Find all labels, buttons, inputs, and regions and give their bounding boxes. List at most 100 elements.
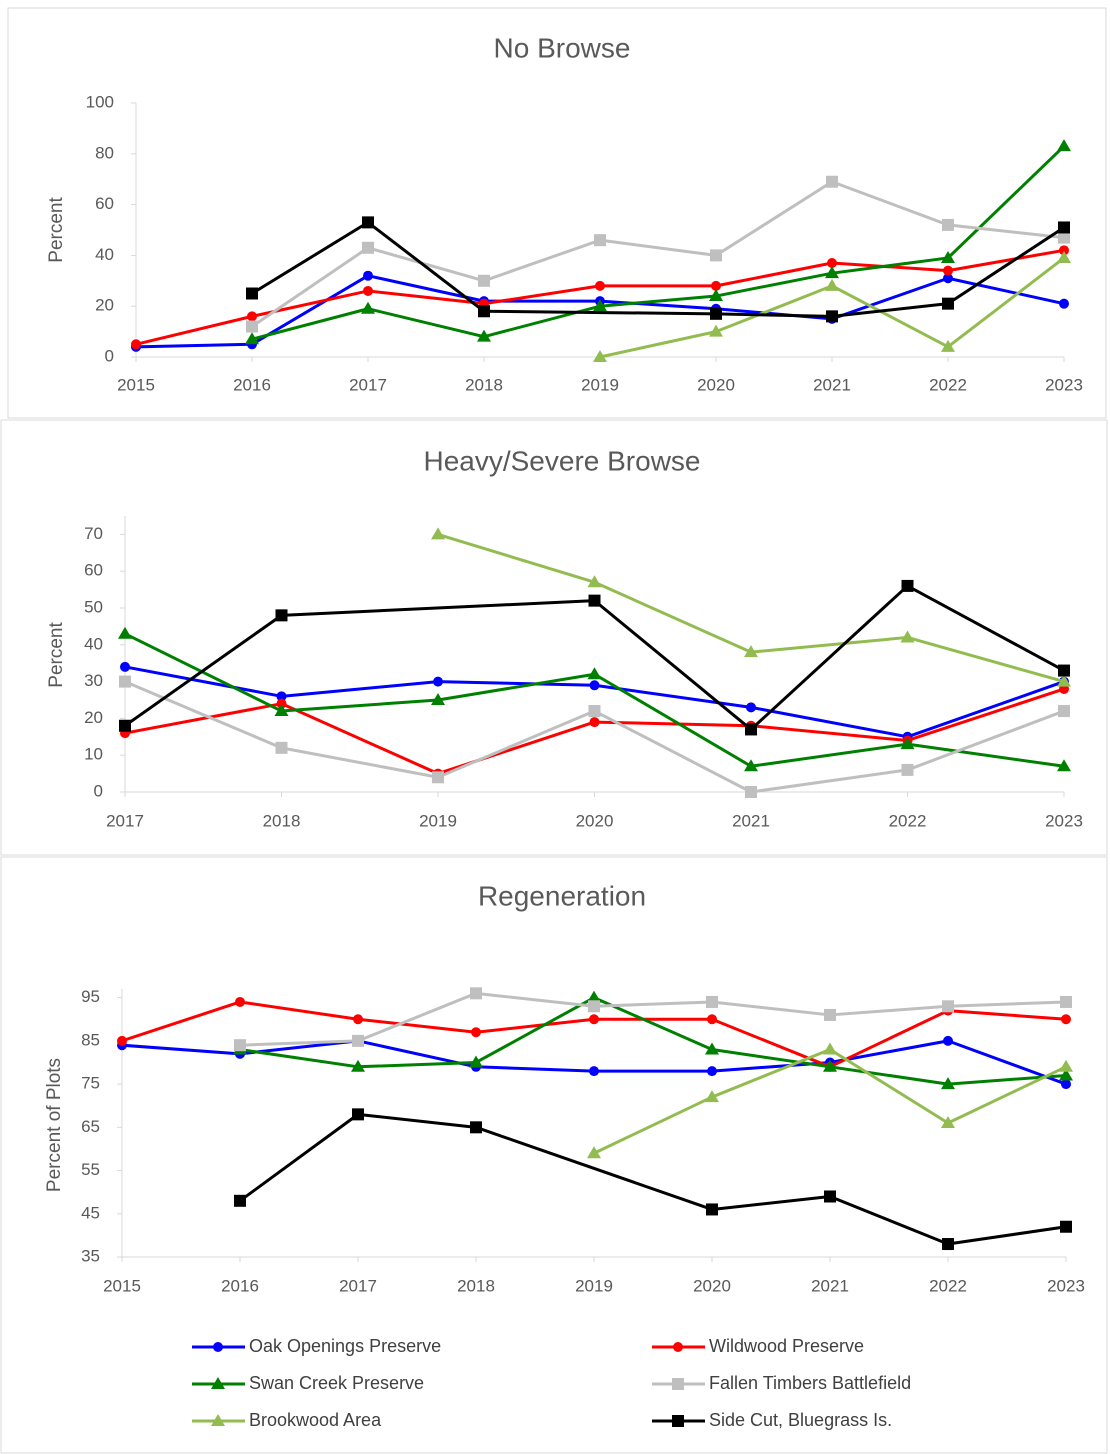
marker xyxy=(471,1027,481,1038)
panel xyxy=(0,419,1108,856)
x-tick-label: 2018 xyxy=(263,811,301,830)
marker xyxy=(745,723,757,736)
y-tick-label: 60 xyxy=(84,561,103,580)
marker xyxy=(431,693,445,705)
y-tick-label: 20 xyxy=(95,296,114,315)
marker xyxy=(469,1055,483,1068)
marker xyxy=(363,285,373,296)
marker xyxy=(1058,664,1070,677)
marker xyxy=(353,1014,363,1025)
marker xyxy=(1060,995,1072,1008)
marker xyxy=(351,1059,365,1072)
marker xyxy=(587,667,602,680)
y-tick-label: 45 xyxy=(81,1203,100,1222)
marker xyxy=(672,1378,684,1390)
marker xyxy=(587,575,602,588)
chart-title: Heavy/Severe Browse xyxy=(423,445,700,476)
marker xyxy=(705,1042,719,1055)
marker xyxy=(589,1066,599,1077)
legend-label: Fallen Timbers Battlefield xyxy=(709,1373,911,1393)
marker xyxy=(589,717,600,728)
series-line xyxy=(239,991,1067,1047)
marker xyxy=(710,307,722,320)
x-tick-label: 2023 xyxy=(1047,1276,1085,1295)
y-axis-label: Percent of Plots xyxy=(44,1058,65,1192)
marker xyxy=(672,1415,684,1427)
marker xyxy=(1058,221,1070,234)
marker xyxy=(589,680,600,691)
marker xyxy=(744,759,758,772)
marker xyxy=(235,996,245,1007)
marker xyxy=(589,1014,599,1025)
chart-title: No Browse xyxy=(494,32,631,63)
marker xyxy=(710,249,722,262)
marker xyxy=(1057,250,1071,263)
series-line xyxy=(239,996,1067,1086)
x-tick-label: 2016 xyxy=(233,375,271,394)
x-tick-label: 2022 xyxy=(929,1276,967,1295)
marker xyxy=(352,1108,364,1121)
marker xyxy=(941,1116,955,1128)
marker xyxy=(1061,1014,1071,1025)
x-tick-label: 2019 xyxy=(419,811,457,830)
x-tick-label: 2017 xyxy=(339,1276,377,1295)
marker xyxy=(470,987,482,1000)
y-tick-label: 85 xyxy=(81,1030,100,1049)
marker xyxy=(900,630,915,643)
marker xyxy=(709,289,723,302)
x-tick-label: 2019 xyxy=(581,375,619,394)
x-tick-label: 2023 xyxy=(1045,375,1083,394)
y-tick-label: 0 xyxy=(94,781,103,800)
marker xyxy=(943,273,953,284)
x-tick-label: 2016 xyxy=(221,1276,259,1295)
y-tick-label: 80 xyxy=(95,143,114,162)
y-tick-label: 30 xyxy=(84,671,103,690)
marker xyxy=(943,1035,953,1046)
marker xyxy=(942,1238,954,1251)
marker xyxy=(673,1342,683,1352)
marker xyxy=(1059,1059,1073,1072)
marker xyxy=(1058,705,1070,718)
marker xyxy=(745,786,757,798)
marker xyxy=(744,645,758,658)
marker xyxy=(706,1203,718,1216)
marker xyxy=(275,609,288,622)
x-tick-label: 2018 xyxy=(465,375,503,394)
marker xyxy=(824,1190,836,1203)
marker xyxy=(211,1414,225,1426)
marker xyxy=(823,1059,837,1072)
marker xyxy=(707,1066,717,1077)
series-line xyxy=(251,180,1065,328)
marker xyxy=(706,995,718,1008)
marker xyxy=(478,274,490,287)
series-line xyxy=(593,584,1065,731)
marker xyxy=(1060,1220,1072,1233)
marker xyxy=(119,675,131,688)
marker xyxy=(1058,231,1070,244)
marker xyxy=(826,175,838,188)
y-tick-label: 100 xyxy=(86,92,114,111)
marker xyxy=(901,579,914,592)
y-tick-label: 55 xyxy=(81,1160,100,1179)
marker xyxy=(245,332,259,345)
y-tick-label: 65 xyxy=(81,1117,100,1136)
marker xyxy=(943,265,953,276)
marker xyxy=(1059,1068,1073,1081)
marker xyxy=(211,1377,225,1389)
marker xyxy=(274,704,289,717)
marker xyxy=(823,1042,837,1055)
marker xyxy=(213,1342,223,1352)
marker xyxy=(942,218,954,231)
x-tick-label: 2022 xyxy=(889,811,927,830)
y-axis-label: Percent xyxy=(46,197,67,263)
marker xyxy=(593,299,607,312)
marker xyxy=(587,990,601,1003)
marker xyxy=(711,280,721,291)
y-tick-label: 75 xyxy=(81,1074,100,1093)
marker xyxy=(1057,759,1071,772)
x-tick-label: 2020 xyxy=(576,811,614,830)
marker xyxy=(588,594,601,607)
marker xyxy=(825,266,839,279)
marker xyxy=(588,1000,600,1013)
